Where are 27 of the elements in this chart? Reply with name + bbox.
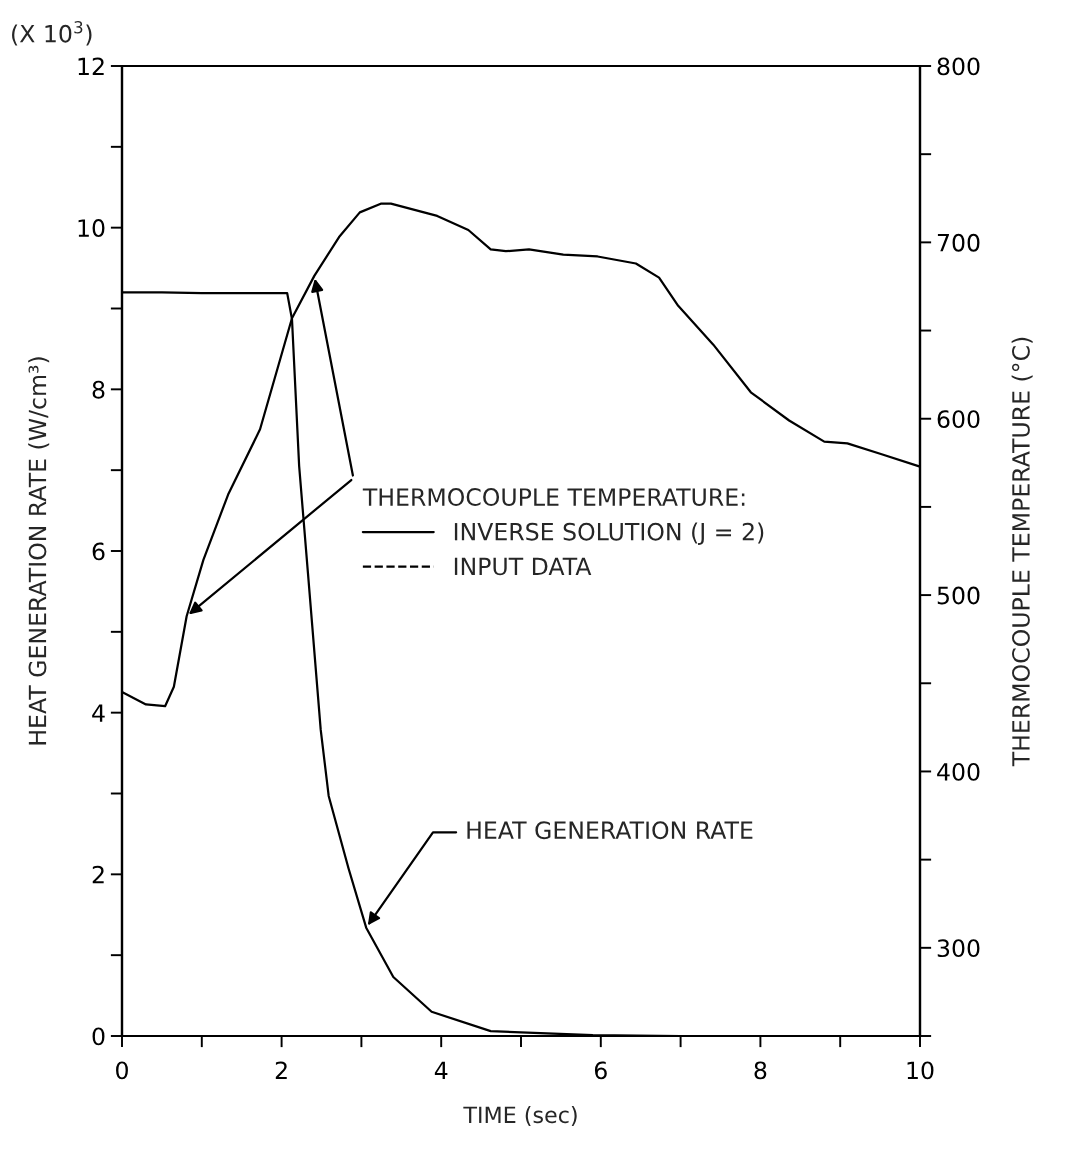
y-tick-label: 10	[78, 219, 105, 237]
y2-tick-label: 700	[937, 233, 980, 252]
y2-tick-label: 600	[937, 410, 980, 429]
x-tick-label: 8	[754, 1061, 767, 1080]
text: (X 10$^{3}$)	[12, 21, 92, 46]
x-axis-title: TIME (sec)	[463, 1106, 577, 1126]
y2-tick-label: 800	[937, 57, 980, 76]
y-tick-label: 8	[92, 380, 105, 399]
annotation: HEAT GENERATION RATE	[467, 821, 753, 840]
y2-tick-label: 500	[937, 586, 980, 605]
y-axis-title: HEAT GENERATION RATE (W/cm³)	[28, 357, 50, 745]
y-tick-label: 6	[92, 542, 105, 561]
x-tick-label: 6	[594, 1061, 607, 1080]
y-tick-label: 0	[92, 1027, 105, 1046]
x-tick-label: 10	[907, 1061, 934, 1080]
y-tick-label: 2	[92, 865, 104, 884]
x-tick-label: 4	[434, 1061, 448, 1079]
y-tick-label: 4	[92, 704, 105, 722]
y2-tick-label: 400	[937, 762, 980, 781]
legend-label: INVERSE SOLUTION (J = 2)	[454, 522, 764, 546]
x-tick-label: 2	[275, 1061, 287, 1079]
y-tick-label: 12	[78, 57, 104, 75]
y2-axis-title: THERMOCOUPLE TEMPERATURE (°C)	[1011, 337, 1033, 767]
legend-title: THERMOCOUPLE TEMPERATURE:	[362, 488, 745, 506]
x-tick-label: 0	[116, 1061, 128, 1080]
y2-tick-label: 300	[937, 939, 980, 958]
legend-label: INPUT DATA	[454, 557, 592, 576]
